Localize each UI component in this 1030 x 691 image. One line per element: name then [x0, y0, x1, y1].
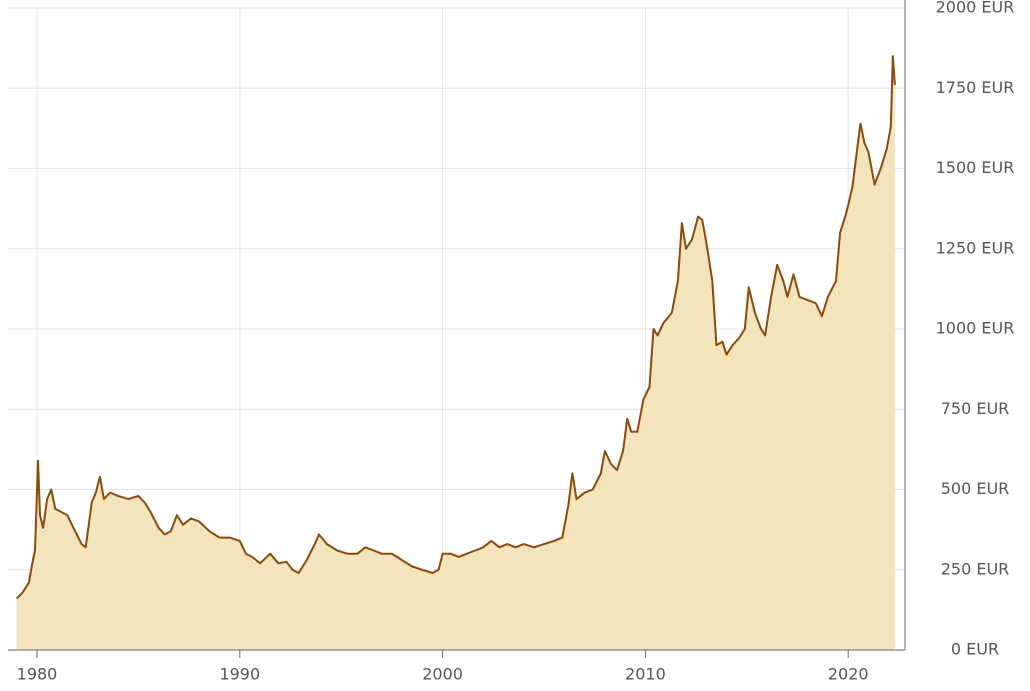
y-tick-label: 500 EUR	[941, 479, 1010, 498]
y-tick-label: 1000 EUR	[936, 319, 1015, 338]
y-tick-label: 750 EUR	[941, 399, 1010, 418]
x-tick-label: 2010	[625, 665, 666, 684]
x-tick-label: 2000	[422, 665, 463, 684]
x-tick-label: 1980	[17, 665, 58, 684]
y-tick-label: 1750 EUR	[936, 78, 1015, 97]
area	[16, 56, 895, 651]
x-tick-label: 1990	[219, 665, 260, 684]
y-tick-label: 1500 EUR	[936, 158, 1015, 177]
y-tick-label: 0 EUR	[951, 640, 999, 659]
line	[15, 55, 896, 600]
y-tick-label: 2000 EUR	[936, 0, 1015, 17]
y-tick-label: 250 EUR	[941, 559, 1010, 578]
x-tick-label: 2020	[828, 665, 869, 684]
y-tick-label: 1250 EUR	[936, 238, 1015, 257]
